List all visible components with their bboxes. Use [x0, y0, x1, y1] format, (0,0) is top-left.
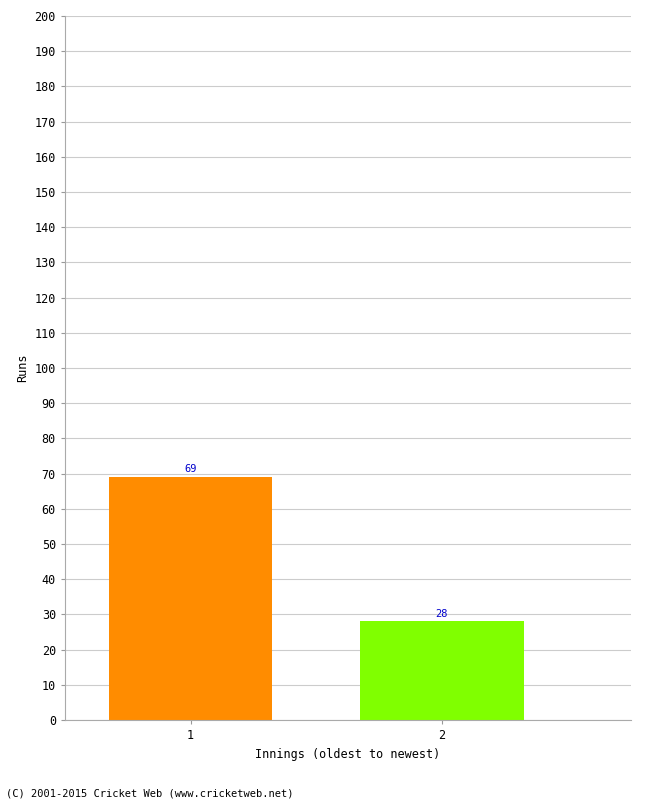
Bar [360, 622, 524, 720]
Text: 28: 28 [436, 609, 448, 618]
X-axis label: Innings (oldest to newest): Innings (oldest to newest) [255, 747, 441, 761]
Text: 69: 69 [185, 464, 197, 474]
Y-axis label: Runs: Runs [16, 354, 29, 382]
Bar [109, 477, 272, 720]
Text: (C) 2001-2015 Cricket Web (www.cricketweb.net): (C) 2001-2015 Cricket Web (www.cricketwe… [6, 789, 294, 798]
